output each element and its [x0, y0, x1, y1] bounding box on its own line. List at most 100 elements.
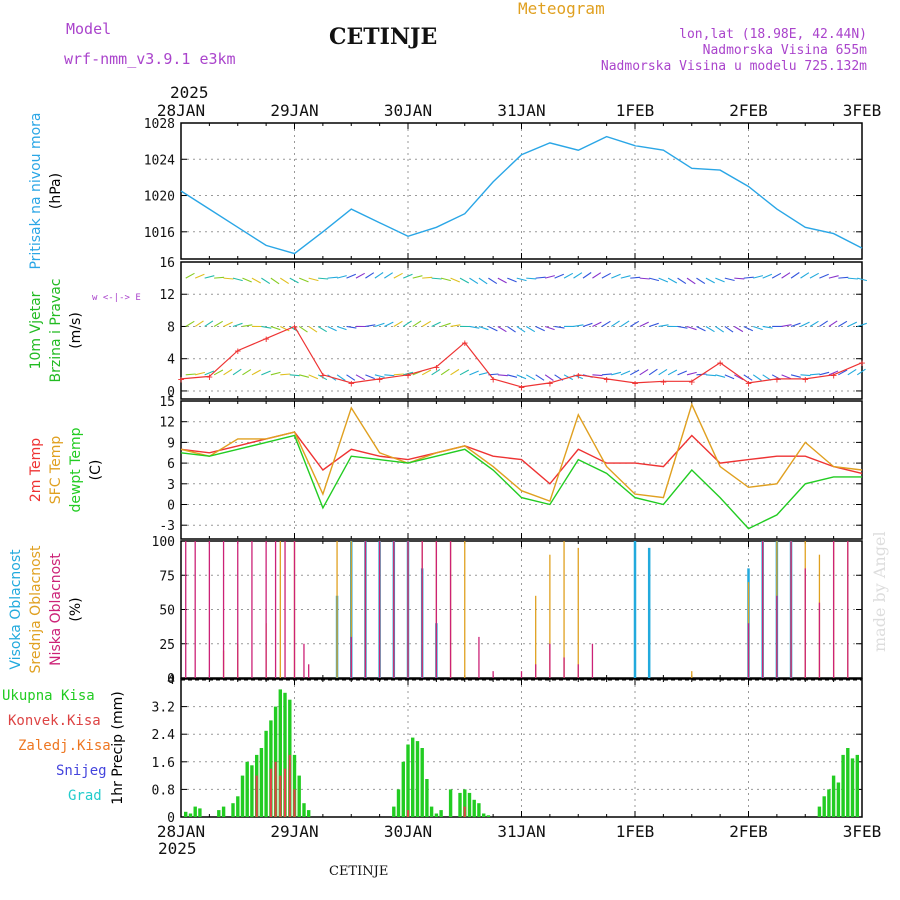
y-tick-label: 1.6: [152, 756, 175, 771]
wind-barb: [743, 276, 754, 279]
y-tick-label: 3: [167, 478, 175, 493]
wind-barb: [686, 325, 697, 331]
wind-compass-label: w <-|-> E: [92, 293, 141, 303]
y-tick-label: 0: [167, 499, 175, 514]
wind-barb: [554, 273, 565, 279]
precip-bar: [250, 765, 254, 818]
wind-barb: [734, 277, 745, 280]
wind-barb: [393, 373, 404, 376]
y-tick-label: 12: [159, 288, 175, 303]
precip-bar: [415, 741, 420, 817]
wind-barb: [242, 368, 252, 376]
wind-barb: [592, 374, 603, 377]
wind-barb: [355, 272, 365, 279]
precip-bar: [396, 789, 401, 817]
y-axis-label: dewpt Temp: [68, 427, 84, 512]
precip-bar: [434, 813, 439, 817]
wind-speed-marker: +: [688, 375, 695, 388]
wind-barb: [365, 324, 376, 328]
wind-speed-marker: +: [348, 377, 355, 390]
y-tick-label: 3.2: [152, 701, 175, 716]
wind-barb: [450, 368, 460, 376]
wind-barb: [639, 368, 649, 376]
wind-barb: [667, 277, 678, 284]
precip-bar: [406, 744, 410, 817]
y-tick-label: 0.8: [152, 783, 175, 798]
wind-barb: [582, 272, 592, 279]
x-tick-label-top: 28JAN: [157, 101, 205, 120]
precip-bar: [255, 775, 258, 817]
wind-barb: [724, 326, 734, 333]
y-tick-label: 15: [159, 395, 175, 410]
wind-barb: [847, 321, 858, 327]
precip-bar: [198, 808, 202, 817]
wind-barb: [289, 374, 300, 377]
wind-barb: [469, 277, 479, 285]
wind-speed-marker: +: [433, 361, 440, 374]
wind-barb: [270, 277, 280, 285]
precip-bar: [392, 806, 396, 817]
y-tick-label: 8: [167, 320, 175, 335]
wind-barb: [251, 369, 261, 376]
wind-barb: [194, 320, 204, 327]
y-tick-label: 1020: [144, 190, 175, 205]
wind-barb: [412, 275, 423, 279]
wind-barb: [686, 277, 696, 285]
precip-bar: [231, 803, 235, 817]
wind-barb: [497, 374, 508, 377]
wind-barb: [601, 373, 612, 376]
wind-barb: [838, 276, 849, 279]
x-tick-label-bottom: 29JAN: [270, 822, 318, 841]
wind-barb: [261, 370, 271, 376]
wind-barb: [696, 325, 706, 332]
wind-barb: [535, 276, 546, 279]
precip-bar: [420, 748, 424, 817]
wind-speed-marker: +: [263, 333, 270, 346]
wind-barb: [724, 374, 735, 380]
wind-barb: [677, 277, 687, 285]
wind-barb: [705, 374, 716, 377]
precip-bar: [184, 811, 188, 817]
wind-barb: [639, 321, 649, 327]
y-axis-label: (hPa): [48, 173, 64, 209]
y-axis-label: Srednja Oblacnost: [28, 545, 44, 673]
precip-bar: [269, 768, 272, 817]
wind-barb: [270, 371, 281, 376]
precip-legend-item: Grad: [68, 788, 102, 804]
wind-barb: [828, 320, 838, 327]
panel-frame: [180, 678, 863, 818]
wind-barb: [308, 374, 319, 380]
precip-bar: [411, 737, 415, 817]
precip-legend-item: Konvek.Kisa: [8, 713, 101, 729]
wind-speed-marker: +: [490, 373, 497, 386]
wind-barb: [242, 324, 253, 328]
y-tick-label: 1028: [144, 117, 175, 132]
wind-barb: [762, 325, 773, 329]
elevation-text: Nadmorska Visina 655m: [703, 43, 868, 58]
wind-barb: [629, 320, 640, 327]
x-tick-label-bottom: 2FEB: [729, 822, 768, 841]
wind-barb: [346, 273, 357, 279]
wind-barb: [677, 325, 688, 329]
precip-legend-item: Snijeg: [56, 763, 107, 779]
wind-barb: [459, 369, 470, 376]
wind-barb: [516, 326, 526, 333]
wind-barb: [365, 272, 375, 279]
y-tick-label: 100: [152, 535, 175, 550]
y-tick-label: 1024: [144, 153, 175, 168]
precip-bar: [439, 810, 443, 817]
model-elevation-text: Nadmorska Visina u modelu 725.132m: [601, 59, 867, 74]
wind-barb: [790, 374, 801, 378]
wind-barb: [507, 374, 518, 378]
precip-bar: [425, 779, 429, 817]
wind-barb: [856, 368, 866, 376]
wind-barb: [469, 325, 480, 329]
precip-bar: [259, 748, 264, 817]
wind-barb: [488, 325, 498, 332]
wind-barb: [535, 374, 545, 381]
wind-barb: [450, 324, 461, 328]
wind-barb: [525, 374, 536, 381]
wind-speed-marker: +: [632, 377, 639, 390]
precip-bar: [292, 754, 297, 817]
